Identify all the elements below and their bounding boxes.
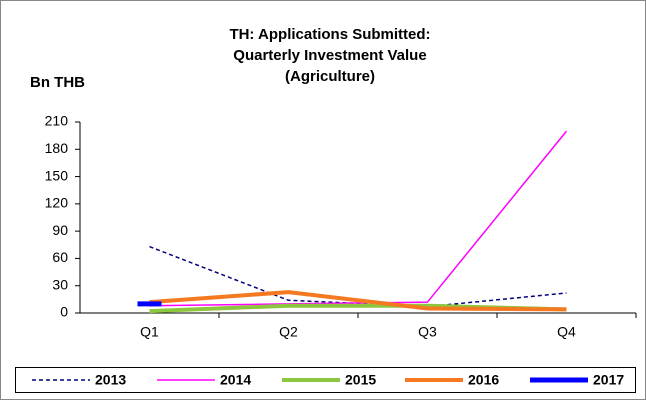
legend-label: 2013: [95, 372, 126, 388]
legend-box: [15, 367, 636, 393]
y-tick-label: 150: [45, 167, 69, 183]
x-tick-label: Q4: [557, 324, 576, 340]
line-series: [149, 130, 568, 307]
x-tick-label: Q1: [140, 324, 159, 340]
y-tick-label: 60: [52, 249, 68, 265]
y-tick-label: 180: [45, 140, 69, 156]
x-tick-label: Q2: [279, 324, 298, 340]
chart-title: (Agriculture): [285, 68, 375, 85]
y-tick-label: 30: [52, 276, 68, 292]
legend-label: 2016: [468, 372, 499, 388]
chart-title: TH: Applications Submitted:: [229, 26, 430, 43]
y-tick-label: 0: [60, 304, 68, 320]
y-tick-label: 210: [45, 113, 69, 129]
legend-label: 2014: [220, 372, 251, 388]
x-tick-label: Q3: [418, 324, 437, 340]
chart-title: Quarterly Investment Value: [233, 47, 426, 64]
line-series: [149, 290, 567, 312]
y-axis-label: Bn THB: [30, 74, 85, 91]
legend-label: 2017: [593, 372, 624, 388]
y-tick-label: 90: [52, 222, 68, 238]
y-tick-label: 120: [45, 195, 69, 211]
legend-label: 2015: [345, 372, 376, 388]
